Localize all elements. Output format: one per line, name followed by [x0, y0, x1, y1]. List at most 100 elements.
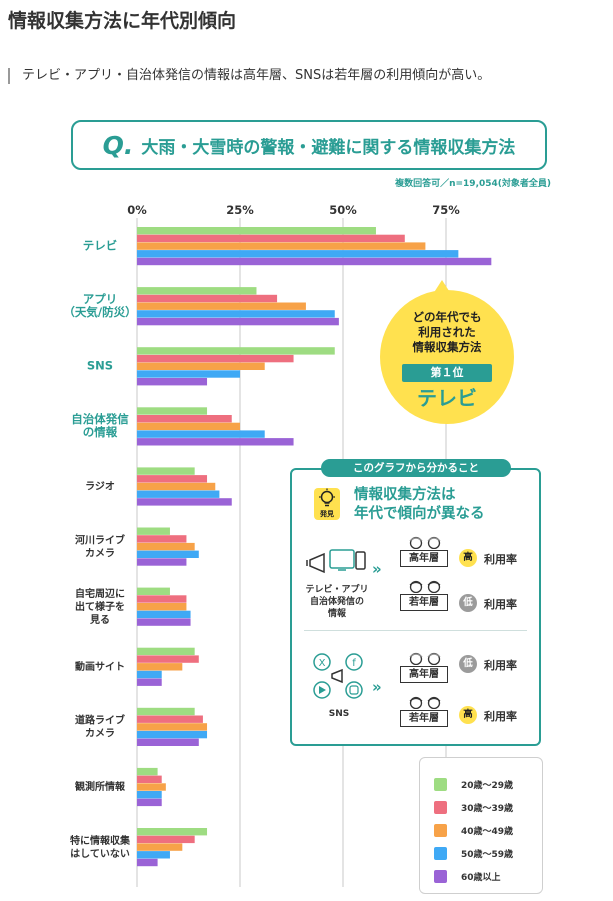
group2-senior-rate: 利用率	[484, 659, 517, 672]
category-label: アプリ	[83, 292, 118, 306]
callout-line1: どの年代でも	[412, 310, 482, 324]
category-label: 道路ライブ	[75, 714, 125, 727]
bar	[137, 610, 191, 619]
callout-text: どの年代でも 利用された 情報収集方法	[380, 310, 514, 355]
question-box: Q. 大雨・大雪時の警報・避難に関する情報収集方法	[71, 120, 547, 170]
bar	[137, 655, 199, 663]
bar	[137, 535, 187, 543]
bar	[137, 378, 208, 386]
group1-young-label: 若年層	[400, 594, 448, 611]
bar	[137, 775, 162, 783]
finding-heading-line1: 情報収集方法は	[354, 487, 456, 503]
callout-line2: 利用された	[418, 325, 476, 339]
sns-icons: X f	[310, 652, 366, 704]
group1-name: テレビ・アプリ 自治体発信の 情報	[294, 584, 380, 620]
category-label: （天気/防災）	[63, 305, 136, 319]
finding-heading: 情報収集方法は 年代で傾向が異なる	[354, 486, 485, 524]
bar	[137, 738, 199, 746]
finding-heading-line2: 年代で傾向が異なる	[354, 506, 485, 522]
bar	[137, 730, 208, 739]
bar	[137, 422, 240, 431]
group1-senior-label: 高年層	[400, 550, 448, 567]
bar	[137, 317, 339, 326]
top-method-callout: どの年代でも 利用された 情報収集方法 第１位 テレビ	[380, 290, 514, 424]
bar	[137, 467, 195, 475]
legend-label: 40歳〜49歳	[461, 826, 514, 837]
bar	[137, 723, 208, 731]
group1-young-rate: 利用率	[484, 598, 517, 611]
legend-swatch	[434, 800, 447, 814]
x-tick-label: 75%	[432, 203, 460, 217]
page-title: 情報収集方法に年代別傾向	[8, 10, 237, 32]
svg-text:f: f	[352, 658, 356, 669]
bar	[137, 430, 265, 438]
bar	[137, 595, 187, 603]
bar	[137, 791, 162, 799]
group1-senior-rate: 利用率	[484, 553, 517, 566]
group1-name-line2: 自治体発信の	[309, 597, 364, 607]
category-label: カメラ	[85, 547, 115, 559]
group2-senior-label: 高年層	[400, 666, 448, 683]
group1-young-rate-mark: 低	[459, 594, 477, 612]
legend-swatch	[434, 823, 447, 837]
bar	[137, 407, 208, 415]
bar	[137, 647, 195, 656]
group2-name: SNS	[328, 709, 350, 719]
group2-senior-rate-mark: 低	[459, 655, 477, 673]
young-couple-icon	[400, 694, 450, 710]
bar	[137, 715, 203, 723]
category-label: テレビ	[83, 238, 118, 252]
group2-young-rate: 利用率	[484, 710, 517, 723]
legend-item: 50歳〜59歳	[434, 846, 513, 860]
bar	[137, 490, 220, 498]
category-label: 河川ライブ	[75, 533, 125, 546]
bar	[137, 250, 459, 258]
finding-divider	[304, 630, 527, 631]
bar	[137, 287, 257, 295]
callout-line3: 情報収集方法	[412, 340, 482, 354]
bar	[137, 302, 306, 310]
category-label: 観測所情報	[75, 780, 126, 793]
bar	[137, 438, 294, 446]
category-label: 動画サイト	[75, 660, 125, 673]
category-label: SNS	[87, 358, 113, 372]
bar	[137, 294, 278, 303]
legend-label: 30歳〜39歳	[461, 803, 514, 814]
x-tick-label: 0%	[127, 203, 147, 217]
bar	[137, 618, 191, 626]
bar	[137, 707, 195, 716]
bar	[137, 603, 187, 611]
bar	[137, 527, 170, 535]
legend-swatch	[434, 869, 447, 883]
bar	[137, 242, 426, 250]
top-method-answer: テレビ	[417, 386, 477, 410]
category-label: 見る	[89, 614, 110, 626]
bar	[137, 835, 195, 844]
legend-swatch	[434, 846, 447, 860]
finding-tag: このグラフから分かること	[321, 459, 511, 477]
bar	[137, 370, 240, 378]
group1-name-line3: 情報	[327, 609, 346, 619]
question-text: 大雨・大雪時の警報・避難に関する情報収集方法	[141, 137, 516, 158]
bar	[137, 354, 294, 363]
bar	[137, 851, 170, 859]
bar	[137, 347, 335, 355]
legend-swatch	[434, 777, 447, 791]
bar	[137, 542, 195, 551]
bar	[137, 828, 208, 836]
senior-couple-icon	[400, 534, 450, 550]
chart-legend: 20歳〜29歳 30歳〜39歳 40歳〜49歳 50歳〜59歳 60歳以上	[419, 757, 543, 894]
finding-icon-label: 発見	[320, 510, 334, 518]
page-subtitle: テレビ・アプリ・自治体発信の情報は高年層、SNSは若年層の利用傾向が高い。	[8, 68, 490, 84]
legend-item: 30歳〜39歳	[434, 800, 513, 814]
category-label: 自治体発信	[71, 412, 129, 426]
bar	[137, 362, 265, 370]
senior-couple-icon	[400, 650, 450, 666]
bar	[137, 257, 492, 266]
bar	[137, 415, 232, 423]
bar	[137, 670, 162, 679]
category-label: 特に情報収集	[70, 834, 131, 847]
svg-text:X: X	[319, 658, 326, 669]
legend-item: 20歳〜29歳	[434, 777, 513, 791]
